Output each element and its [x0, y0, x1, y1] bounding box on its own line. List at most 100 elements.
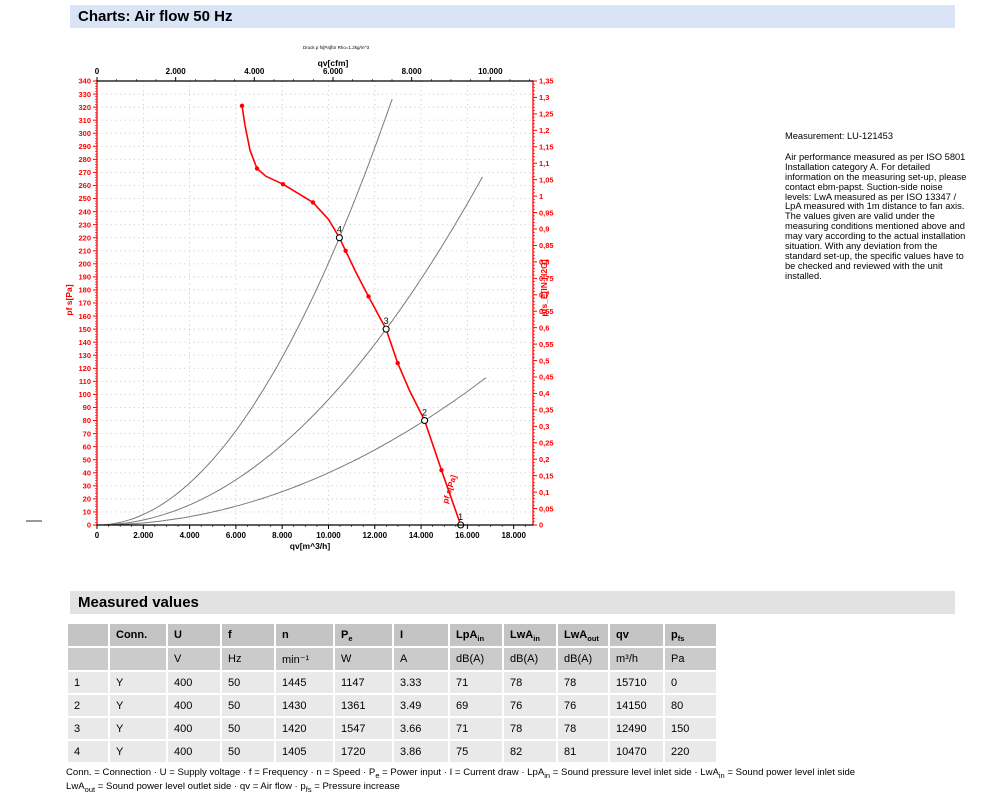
fan-curve-marker [366, 294, 371, 299]
unit-cell: W [335, 648, 392, 670]
bottom-tick-label: 0 [95, 531, 100, 540]
bottom-tick-label: 12.000 [363, 531, 388, 540]
bottom-tick-label: 8.000 [272, 531, 293, 540]
right-tick-label: 0,35 [539, 406, 554, 415]
unit-cell: min⁻¹ [276, 648, 333, 670]
column-header: LwAin [504, 624, 556, 646]
table-cell: 1361 [335, 695, 392, 716]
column-header [68, 624, 108, 646]
fan-curve-marker [310, 200, 316, 205]
table-cell: 1547 [335, 718, 392, 739]
table-cell: 1147 [335, 672, 392, 693]
table-cell: 71 [450, 718, 502, 739]
left-tick-label: 80 [83, 416, 91, 425]
table-cell: 71 [450, 672, 502, 693]
right-tick-label: 0,15 [539, 471, 554, 480]
unit-cell: dB(A) [558, 648, 608, 670]
left-tick-label: 260 [78, 181, 91, 190]
table-cell: 400 [168, 718, 220, 739]
table-cell: 50 [222, 718, 274, 739]
table-cell: Y [110, 695, 166, 716]
left-tick-label: 300 [78, 129, 91, 138]
top-tick-label: 10.000 [478, 67, 503, 76]
bottom-tick-label: 16.000 [455, 531, 480, 540]
column-header: f [222, 624, 274, 646]
top-tick-label: 4.000 [244, 67, 265, 76]
table-cell: Y [110, 741, 166, 762]
right-tick-label: 0,65 [539, 307, 554, 316]
system-resistance-curve [97, 377, 487, 526]
table-cell: 2 [68, 695, 108, 716]
measurement-id: Measurement: LU-121453 [785, 131, 894, 141]
left-tick-label: 150 [78, 325, 91, 334]
right-tick-label: 0,5 [539, 356, 549, 365]
right-tick-label: 1,2 [539, 126, 549, 135]
table-cell: 1420 [276, 718, 333, 739]
left-tick-label: 230 [78, 220, 91, 229]
table-cell: 3.33 [394, 672, 448, 693]
table-cell: 78 [558, 672, 608, 693]
table-cell: 10470 [610, 741, 663, 762]
page-title: Charts: Air flow 50 Hz [70, 5, 955, 28]
fan-curve-marker [254, 166, 260, 171]
column-header: U [168, 624, 220, 646]
fan-curve-marker [280, 181, 286, 187]
operating-point-label: 3 [384, 316, 389, 326]
right-tick-label: 0,8 [539, 258, 549, 267]
unit-cell: Pa [665, 648, 716, 670]
left-tick-label: 250 [78, 194, 91, 203]
table-cell: 50 [222, 695, 274, 716]
table-cell: 78 [504, 718, 556, 739]
table-cell: 78 [558, 718, 608, 739]
unit-cell [110, 648, 166, 670]
right-tick-label: 0,85 [539, 241, 554, 250]
right-tick-label: 0,9 [539, 225, 549, 234]
right-tick-label: 0,05 [539, 504, 554, 513]
table-cell: 69 [450, 695, 502, 716]
unit-cell: dB(A) [450, 648, 502, 670]
column-header: qv [610, 624, 663, 646]
left-tick-label: 270 [78, 168, 91, 177]
table-cell: 15710 [610, 672, 663, 693]
table-row: 3 Y 400 50 1420 1547 3.66 71 78 78 12490 150 [68, 718, 716, 739]
left-tick-label: 200 [78, 260, 91, 269]
operating-point-label: 4 [337, 225, 342, 235]
left-tick-label: 130 [78, 351, 91, 360]
left-tick-label: 30 [83, 482, 91, 491]
right-tick-label: 0,7 [539, 290, 549, 299]
right-tick-label: 0,55 [539, 340, 554, 349]
table-cell: 1405 [276, 741, 333, 762]
fan-curve [241, 105, 462, 526]
table-row: 2 Y 400 50 1430 1361 3.49 69 76 76 14150 80 [68, 695, 716, 716]
table-cell: 400 [168, 695, 220, 716]
footnote: Conn. = Connection · U = Supply voltage … [66, 766, 981, 794]
left-tick-label: 40 [83, 468, 91, 477]
left-tick-label: 170 [78, 299, 91, 308]
table-cell: 400 [168, 672, 220, 693]
left-tick-label: 0 [87, 521, 91, 530]
fan-curve-marker [395, 360, 400, 366]
unit-cell: dB(A) [504, 648, 556, 670]
left-tick-label: 50 [83, 455, 91, 464]
fan-curve-marker [343, 248, 348, 253]
top-tick-label: 0 [95, 67, 100, 76]
right-tick-label: 0,95 [539, 208, 554, 217]
table-cell: 150 [665, 718, 716, 739]
fan-curve-marker [239, 103, 245, 109]
table-cell: 76 [504, 695, 556, 716]
table-cell: 400 [168, 741, 220, 762]
top-axis-title: qv[cfm] [318, 58, 349, 68]
left-tick-label: 100 [78, 390, 91, 399]
right-tick-label: 1,25 [539, 110, 554, 119]
right-tick-label: 1,3 [539, 93, 549, 102]
right-tick-label: 0,3 [539, 422, 549, 431]
column-header: LpAin [450, 624, 502, 646]
right-tick-label: 1 [539, 192, 543, 201]
column-header: I [394, 624, 448, 646]
column-header: pfs [665, 624, 716, 646]
left-tick-label: 280 [78, 155, 91, 164]
left-tick-label: 310 [78, 116, 91, 125]
table-cell: 12490 [610, 718, 663, 739]
